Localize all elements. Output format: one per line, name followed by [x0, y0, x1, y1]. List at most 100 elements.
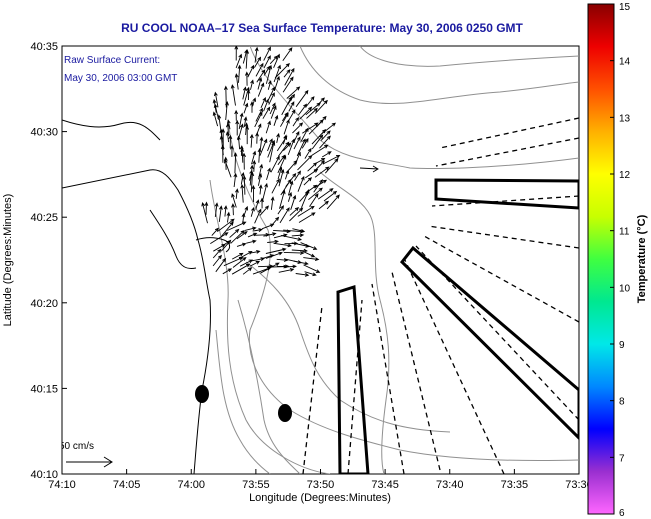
current-vector: [287, 180, 294, 196]
current-vector: [274, 62, 290, 79]
current-vector: [302, 122, 319, 134]
current-vector: [294, 151, 301, 166]
x-tick-label: 73:40: [436, 479, 464, 491]
current-vector: [309, 193, 319, 207]
current-vector: [250, 171, 255, 193]
current-vector: [213, 243, 226, 252]
current-vector: [225, 101, 229, 121]
colorbar-tick-label: 6: [619, 508, 625, 519]
current-vector: [273, 64, 281, 83]
current-vector: [290, 194, 297, 210]
colorbar-label: Temperature (°C): [636, 214, 648, 303]
current-vector: [297, 205, 315, 217]
current-vector: [279, 189, 286, 209]
current-vector: [249, 249, 261, 254]
current-vector: [237, 64, 242, 83]
current-vector: [242, 175, 247, 195]
contour-inner-c: [245, 261, 451, 433]
current-vector: [252, 159, 257, 172]
current-vector: [278, 169, 285, 187]
current-vector: [255, 199, 260, 210]
current-vector: [273, 53, 280, 68]
current-vector: [276, 132, 280, 143]
current-vector: [317, 188, 334, 200]
current-vector: [304, 147, 312, 159]
current-vector: [233, 172, 238, 188]
current-vector: [259, 138, 268, 156]
current-vector: [220, 221, 234, 238]
current-vector: [212, 248, 222, 259]
current-vector: [284, 67, 295, 86]
current-vector: [225, 131, 230, 143]
colorbar-ticks: 15 14 13 12 11 10 9 8 7 6: [610, 2, 631, 519]
current-vector: [265, 251, 283, 259]
current-vector: [256, 123, 262, 134]
current-vector: [301, 250, 316, 258]
current-vector: [263, 98, 269, 112]
current-vector: [243, 102, 249, 114]
current-vector: [212, 111, 219, 127]
current-vector: [270, 196, 275, 210]
current-vector: [210, 232, 229, 244]
current-vector: [272, 216, 280, 225]
scale-label: 50 cm/s: [59, 441, 94, 452]
current-vector: [220, 144, 225, 163]
current-vector: [280, 112, 289, 127]
current-vector: [258, 184, 263, 195]
current-vector: [277, 154, 286, 166]
current-vector: [323, 155, 341, 165]
colorbar-tick-label: 8: [619, 397, 625, 408]
x-axis-label: Longitude (Degrees:Minutes): [249, 492, 391, 504]
current-vector: [311, 129, 327, 145]
current-vector: [313, 179, 324, 193]
coverage-wedges: [336, 178, 579, 474]
current-vector: [277, 205, 284, 215]
current-vector: [243, 86, 250, 106]
current-vector: [293, 136, 301, 150]
current-vector: [235, 119, 240, 136]
current-vector: [246, 239, 257, 244]
current-vector: [244, 226, 257, 231]
current-vector: [251, 184, 256, 203]
current-vector: [321, 151, 332, 158]
current-vector: [227, 221, 247, 231]
current-vector: [243, 116, 248, 127]
current-vector: [300, 127, 309, 143]
current-vector: [245, 125, 250, 145]
current-vector: [204, 201, 209, 215]
current-vector: [311, 144, 329, 156]
current-vector: [213, 91, 219, 108]
map-title: RU COOL NOAA–17 Sea Surface Temperature:…: [121, 21, 523, 35]
current-vector: [308, 187, 323, 201]
current-vector: [252, 228, 263, 232]
current-vector: [214, 202, 219, 218]
current-vector: [288, 109, 296, 121]
current-vector: [239, 145, 244, 156]
current-vector: [291, 233, 305, 238]
current-vector: [260, 262, 280, 274]
current-vector: [300, 242, 318, 250]
current-vector: [281, 96, 293, 116]
current-vector: [278, 267, 295, 273]
current-vector: [303, 257, 320, 262]
current-vector: [296, 138, 306, 157]
current-vector: [270, 155, 280, 173]
y-tick-label: 40:15: [30, 383, 58, 395]
colorbar-tick-label: 10: [619, 283, 631, 294]
current-vector: [261, 223, 275, 230]
plot-frame: [61, 45, 580, 475]
current-vector: [288, 160, 298, 171]
wedge-southeast: [399, 245, 579, 441]
current-vector: [273, 75, 280, 91]
current-vector: [240, 183, 245, 203]
current-vector: [277, 264, 290, 269]
y-axis-label: Latitude (Degrees:Minutes): [2, 194, 14, 327]
current-vector: [242, 86, 247, 100]
y-axis-ticks: 40:35 40:30 40:25 40:20 40:15 40:10: [30, 41, 67, 481]
current-vector: [265, 120, 271, 134]
colorbar-tick-label: 13: [619, 113, 631, 124]
current-vector: [240, 147, 245, 163]
current-vector: [249, 133, 254, 148]
contour-shelf-b: [359, 46, 579, 67]
current-vector: [233, 152, 238, 174]
